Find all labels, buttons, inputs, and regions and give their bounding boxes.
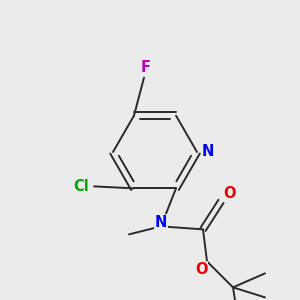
Text: O: O [195,262,207,277]
Text: F: F [141,60,151,75]
Text: O: O [223,186,235,201]
Text: Cl: Cl [73,179,89,194]
Text: N: N [155,215,167,230]
Text: N: N [202,143,214,158]
